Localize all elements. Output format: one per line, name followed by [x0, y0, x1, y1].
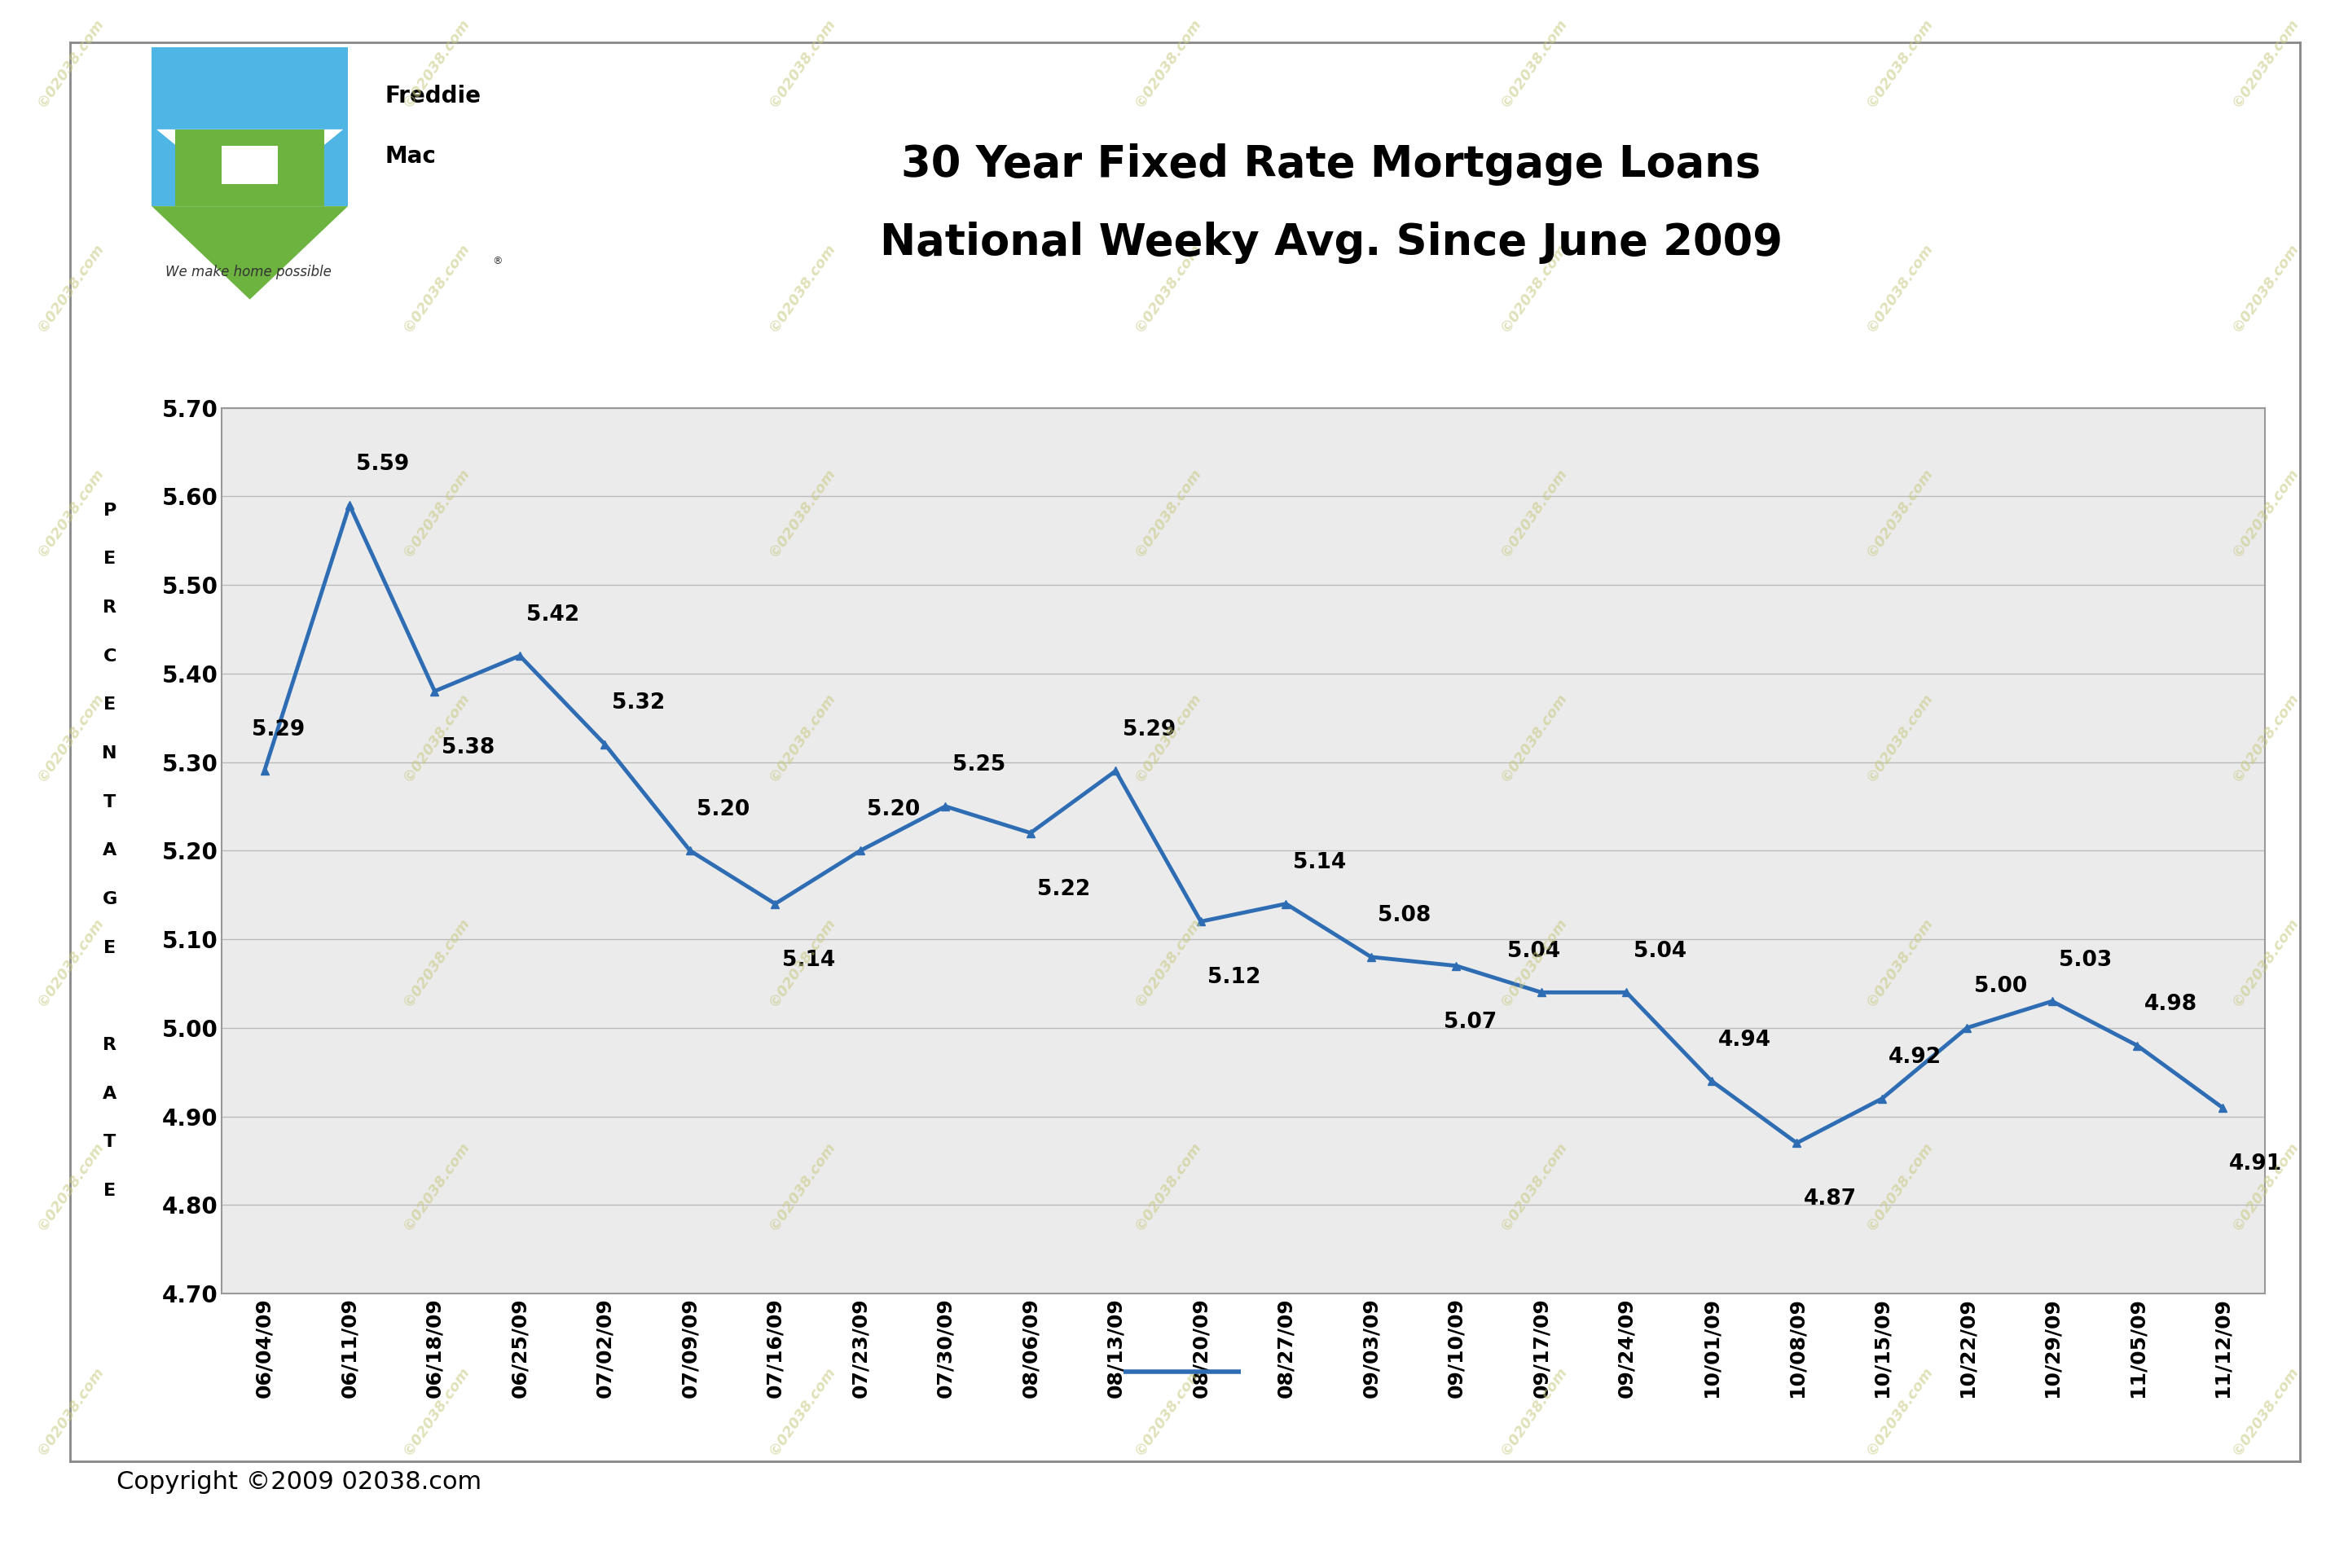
- Text: 4.87: 4.87: [1803, 1189, 1856, 1210]
- Text: 5.59: 5.59: [357, 453, 409, 475]
- Text: ©02038.com: ©02038.com: [399, 16, 472, 110]
- Text: A: A: [103, 1085, 117, 1102]
- Text: ©02038.com: ©02038.com: [2230, 1364, 2300, 1458]
- Text: Copyright ©2009 02038.com: Copyright ©2009 02038.com: [117, 1469, 481, 1494]
- Text: ©02038.com: ©02038.com: [1863, 914, 1936, 1008]
- Text: 4.91: 4.91: [2230, 1154, 2281, 1174]
- Text: 5.14: 5.14: [1294, 851, 1345, 873]
- Text: 5.20: 5.20: [866, 800, 920, 820]
- Text: ©02038.com: ©02038.com: [766, 1364, 838, 1458]
- Text: ©02038.com: ©02038.com: [766, 1140, 838, 1234]
- Text: ©02038.com: ©02038.com: [1863, 16, 1936, 110]
- Text: 4.98: 4.98: [2144, 994, 2197, 1014]
- Text: 5.22: 5.22: [1037, 878, 1090, 900]
- Text: ©02038.com: ©02038.com: [1863, 690, 1936, 784]
- Text: 5.38: 5.38: [441, 737, 495, 757]
- Text: ©02038.com: ©02038.com: [399, 1140, 472, 1234]
- Text: 5.07: 5.07: [1443, 1011, 1497, 1033]
- Text: ©02038.com: ©02038.com: [399, 1364, 472, 1458]
- Text: ©02038.com: ©02038.com: [1497, 466, 1569, 560]
- Text: 5.32: 5.32: [612, 693, 665, 713]
- Text: ©02038.com: ©02038.com: [1863, 1364, 1936, 1458]
- Text: ©02038.com: ©02038.com: [35, 1364, 105, 1458]
- Text: 5.14: 5.14: [782, 950, 836, 971]
- Text: 5.04: 5.04: [1508, 941, 1560, 961]
- Text: ©02038.com: ©02038.com: [2230, 690, 2300, 784]
- Bar: [222, 146, 278, 185]
- Polygon shape: [156, 130, 343, 207]
- Text: Freddie: Freddie: [385, 85, 481, 108]
- Text: E: E: [103, 696, 117, 713]
- Text: ©02038.com: ©02038.com: [35, 1140, 105, 1234]
- Text: N: N: [103, 745, 117, 762]
- Text: P: P: [103, 502, 117, 519]
- Text: 5.03: 5.03: [2059, 950, 2113, 971]
- Polygon shape: [152, 207, 348, 299]
- Text: ©02038.com: ©02038.com: [399, 690, 472, 784]
- Text: 5.20: 5.20: [696, 800, 750, 820]
- FancyBboxPatch shape: [152, 47, 348, 207]
- Text: Mac: Mac: [385, 146, 437, 168]
- Text: 5.04: 5.04: [1632, 941, 1686, 961]
- Text: ©02038.com: ©02038.com: [1497, 690, 1569, 784]
- Text: ©02038.com: ©02038.com: [2230, 16, 2300, 110]
- Text: ©02038.com: ©02038.com: [399, 466, 472, 560]
- Text: ©02038.com: ©02038.com: [1132, 914, 1203, 1008]
- Text: 5.12: 5.12: [1207, 967, 1261, 988]
- Text: ©02038.com: ©02038.com: [766, 690, 838, 784]
- Text: ©02038.com: ©02038.com: [1132, 690, 1203, 784]
- Text: 5.08: 5.08: [1378, 905, 1431, 927]
- Text: 4.92: 4.92: [1889, 1047, 1943, 1068]
- Polygon shape: [175, 130, 325, 207]
- Text: ©02038.com: ©02038.com: [35, 914, 105, 1008]
- Text: T: T: [103, 1134, 117, 1151]
- Text: G: G: [103, 891, 117, 908]
- Text: 5.42: 5.42: [528, 604, 579, 626]
- Text: ©02038.com: ©02038.com: [2230, 466, 2300, 560]
- Text: ©02038.com: ©02038.com: [1132, 240, 1203, 334]
- Text: ©02038.com: ©02038.com: [1132, 1140, 1203, 1234]
- Text: ©02038.com: ©02038.com: [1497, 1140, 1569, 1234]
- Text: 5.29: 5.29: [252, 720, 306, 740]
- Text: ©02038.com: ©02038.com: [766, 16, 838, 110]
- Text: E: E: [103, 1182, 117, 1200]
- Text: 5.25: 5.25: [953, 754, 1006, 776]
- Text: A: A: [103, 842, 117, 859]
- Text: ®: ®: [493, 256, 502, 267]
- Text: We make home possible: We make home possible: [166, 265, 332, 279]
- Text: ©02038.com: ©02038.com: [35, 466, 105, 560]
- Text: R: R: [103, 1036, 117, 1054]
- Text: ©02038.com: ©02038.com: [766, 240, 838, 334]
- Text: 30 Year Fixed Rate Mortgage Loans: 30 Year Fixed Rate Mortgage Loans: [901, 143, 1761, 187]
- Text: ©02038.com: ©02038.com: [399, 914, 472, 1008]
- Text: ©02038.com: ©02038.com: [1132, 466, 1203, 560]
- Text: 5.00: 5.00: [1973, 977, 2027, 997]
- Text: ©02038.com: ©02038.com: [1863, 240, 1936, 334]
- Text: ©02038.com: ©02038.com: [2230, 240, 2300, 334]
- Text: ©02038.com: ©02038.com: [1497, 914, 1569, 1008]
- Text: R: R: [103, 599, 117, 616]
- Text: E: E: [103, 939, 117, 956]
- Text: ©02038.com: ©02038.com: [35, 16, 105, 110]
- Text: C: C: [103, 648, 117, 665]
- Text: ©02038.com: ©02038.com: [766, 466, 838, 560]
- Text: ©02038.com: ©02038.com: [1863, 1140, 1936, 1234]
- Text: ©02038.com: ©02038.com: [2230, 914, 2300, 1008]
- Text: ©02038.com: ©02038.com: [2230, 1140, 2300, 1234]
- Text: ©02038.com: ©02038.com: [1863, 466, 1936, 560]
- Text: National Weeky Avg. Since June 2009: National Weeky Avg. Since June 2009: [880, 221, 1782, 265]
- Text: ©02038.com: ©02038.com: [399, 240, 472, 334]
- Text: ©02038.com: ©02038.com: [1132, 1364, 1203, 1458]
- Text: ©02038.com: ©02038.com: [766, 914, 838, 1008]
- Text: T: T: [103, 793, 117, 811]
- Text: ©02038.com: ©02038.com: [35, 690, 105, 784]
- Text: ©02038.com: ©02038.com: [1497, 16, 1569, 110]
- Text: E: E: [103, 550, 117, 568]
- Text: ©02038.com: ©02038.com: [1132, 16, 1203, 110]
- Text: ©02038.com: ©02038.com: [35, 240, 105, 334]
- Text: ©02038.com: ©02038.com: [1497, 1364, 1569, 1458]
- Text: 4.94: 4.94: [1719, 1029, 1772, 1051]
- Text: ©02038.com: ©02038.com: [1497, 240, 1569, 334]
- Text: 5.29: 5.29: [1123, 720, 1175, 740]
